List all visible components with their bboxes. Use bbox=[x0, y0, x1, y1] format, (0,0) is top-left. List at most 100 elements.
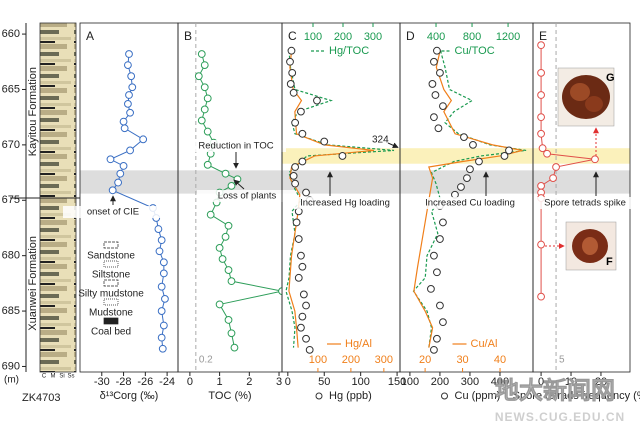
data-point bbox=[157, 236, 166, 245]
data-point bbox=[108, 186, 117, 195]
x-tick-label: 300 bbox=[364, 31, 382, 43]
x-tick-label: 20 bbox=[595, 376, 607, 388]
annotation-bg bbox=[63, 206, 163, 218]
data-point bbox=[197, 50, 206, 58]
x-tick-label: 200 bbox=[431, 376, 449, 388]
annotation-arrow bbox=[233, 179, 245, 190]
data-point bbox=[227, 277, 236, 286]
x-tick-label: 400 bbox=[427, 31, 445, 43]
legend-swatch bbox=[103, 241, 119, 249]
data-point bbox=[463, 174, 471, 183]
data-point bbox=[291, 179, 300, 188]
data-label: 324 bbox=[372, 135, 389, 146]
x-tick-label: -30 bbox=[94, 376, 110, 388]
annotation: Increased Cu loading bbox=[425, 198, 515, 209]
plot: 660 665 670 675 680 685 690 (m)ZK4703 Kayitou Fo… bbox=[2, 22, 640, 404]
data-point bbox=[215, 300, 224, 309]
x-axis-label: Hg/TOC bbox=[329, 45, 369, 57]
x-tick-label: 100 bbox=[309, 354, 327, 366]
x-tick-label: 200 bbox=[342, 354, 360, 366]
data-point bbox=[466, 165, 474, 174]
data-point bbox=[298, 157, 307, 166]
data-point bbox=[302, 334, 310, 343]
data-point bbox=[227, 329, 236, 338]
data-point bbox=[537, 41, 545, 50]
inset-f bbox=[565, 221, 617, 271]
lithology-column-label: C bbox=[42, 374, 47, 380]
data-point bbox=[433, 334, 441, 343]
data-point bbox=[157, 282, 166, 291]
x-axis-label: Cu/Al bbox=[471, 338, 498, 350]
series-group bbox=[106, 50, 169, 353]
data-point bbox=[537, 113, 545, 122]
x-tick-label: 150 bbox=[388, 376, 406, 388]
data-point bbox=[159, 258, 168, 267]
y-tick-label: 675 bbox=[2, 194, 20, 206]
data-point bbox=[434, 124, 443, 133]
data-point bbox=[218, 255, 227, 263]
x-tick-label: -28 bbox=[116, 376, 132, 388]
data-point bbox=[436, 68, 444, 77]
panel-label: A bbox=[86, 29, 94, 43]
data-point bbox=[439, 102, 447, 110]
data-point bbox=[436, 301, 444, 310]
data-point bbox=[299, 290, 308, 299]
y-tick-label: 660 bbox=[2, 28, 20, 40]
reference-label: 5 bbox=[559, 355, 565, 366]
x-tick-label: 400 bbox=[491, 376, 509, 388]
data-point bbox=[431, 91, 440, 99]
data-point bbox=[224, 221, 233, 230]
data-label-arrow bbox=[387, 142, 399, 149]
data-point bbox=[206, 210, 215, 219]
data-point bbox=[288, 68, 297, 77]
data-point bbox=[287, 46, 296, 55]
data-point bbox=[436, 235, 444, 243]
data-point bbox=[439, 218, 447, 227]
data-point bbox=[106, 155, 115, 164]
series-group bbox=[537, 41, 599, 301]
x-tick-label: 0 bbox=[285, 376, 291, 388]
x-tick-label: 0 bbox=[187, 376, 193, 388]
series-line bbox=[288, 50, 375, 348]
x-axis-label: Hg/Al bbox=[345, 338, 372, 350]
panel-label: B bbox=[184, 29, 192, 43]
y-tick-label: 690 bbox=[2, 360, 20, 372]
legend-swatch bbox=[103, 298, 119, 306]
data-point bbox=[230, 343, 239, 352]
series-line bbox=[198, 53, 282, 348]
data-point bbox=[127, 72, 136, 81]
x-tick-label: 40 bbox=[494, 354, 506, 366]
x-tick-label: 0 bbox=[538, 376, 544, 388]
x-axis-label: Cu (ppm) bbox=[455, 390, 501, 402]
x-tick-label: 800 bbox=[463, 31, 481, 43]
x-tick-label: 100 bbox=[401, 376, 419, 388]
inset-g bbox=[557, 67, 615, 127]
data-point bbox=[291, 163, 300, 171]
data-point bbox=[292, 218, 301, 227]
legend-symbol bbox=[441, 392, 448, 400]
data-point bbox=[139, 135, 148, 144]
data-point bbox=[433, 46, 441, 55]
data-point bbox=[278, 287, 282, 296]
data-point bbox=[125, 50, 133, 58]
watermark-url: NEWS.CUG.EDU.CN bbox=[495, 410, 625, 424]
x-axis-label: δ¹³Corg (‰) bbox=[100, 390, 159, 402]
data-point bbox=[203, 127, 212, 136]
annotation: Reduction in TOC bbox=[198, 141, 273, 152]
data-point bbox=[203, 94, 212, 103]
x-tick-label: 1 bbox=[217, 376, 223, 388]
data-point bbox=[338, 152, 347, 160]
data-point bbox=[200, 61, 209, 70]
legend-swatch bbox=[103, 260, 119, 268]
data-point bbox=[505, 146, 513, 155]
annotation-bg bbox=[295, 197, 395, 209]
data-point bbox=[197, 116, 206, 125]
x-axis-label: Cu/TOC bbox=[455, 45, 495, 57]
data-point bbox=[157, 307, 166, 315]
data-point bbox=[439, 318, 447, 327]
data-point bbox=[537, 129, 545, 138]
x-tick-label: 10 bbox=[565, 376, 577, 388]
data-point bbox=[297, 251, 305, 260]
inset-label: F bbox=[606, 256, 613, 268]
y-tick-label: 670 bbox=[2, 139, 20, 151]
